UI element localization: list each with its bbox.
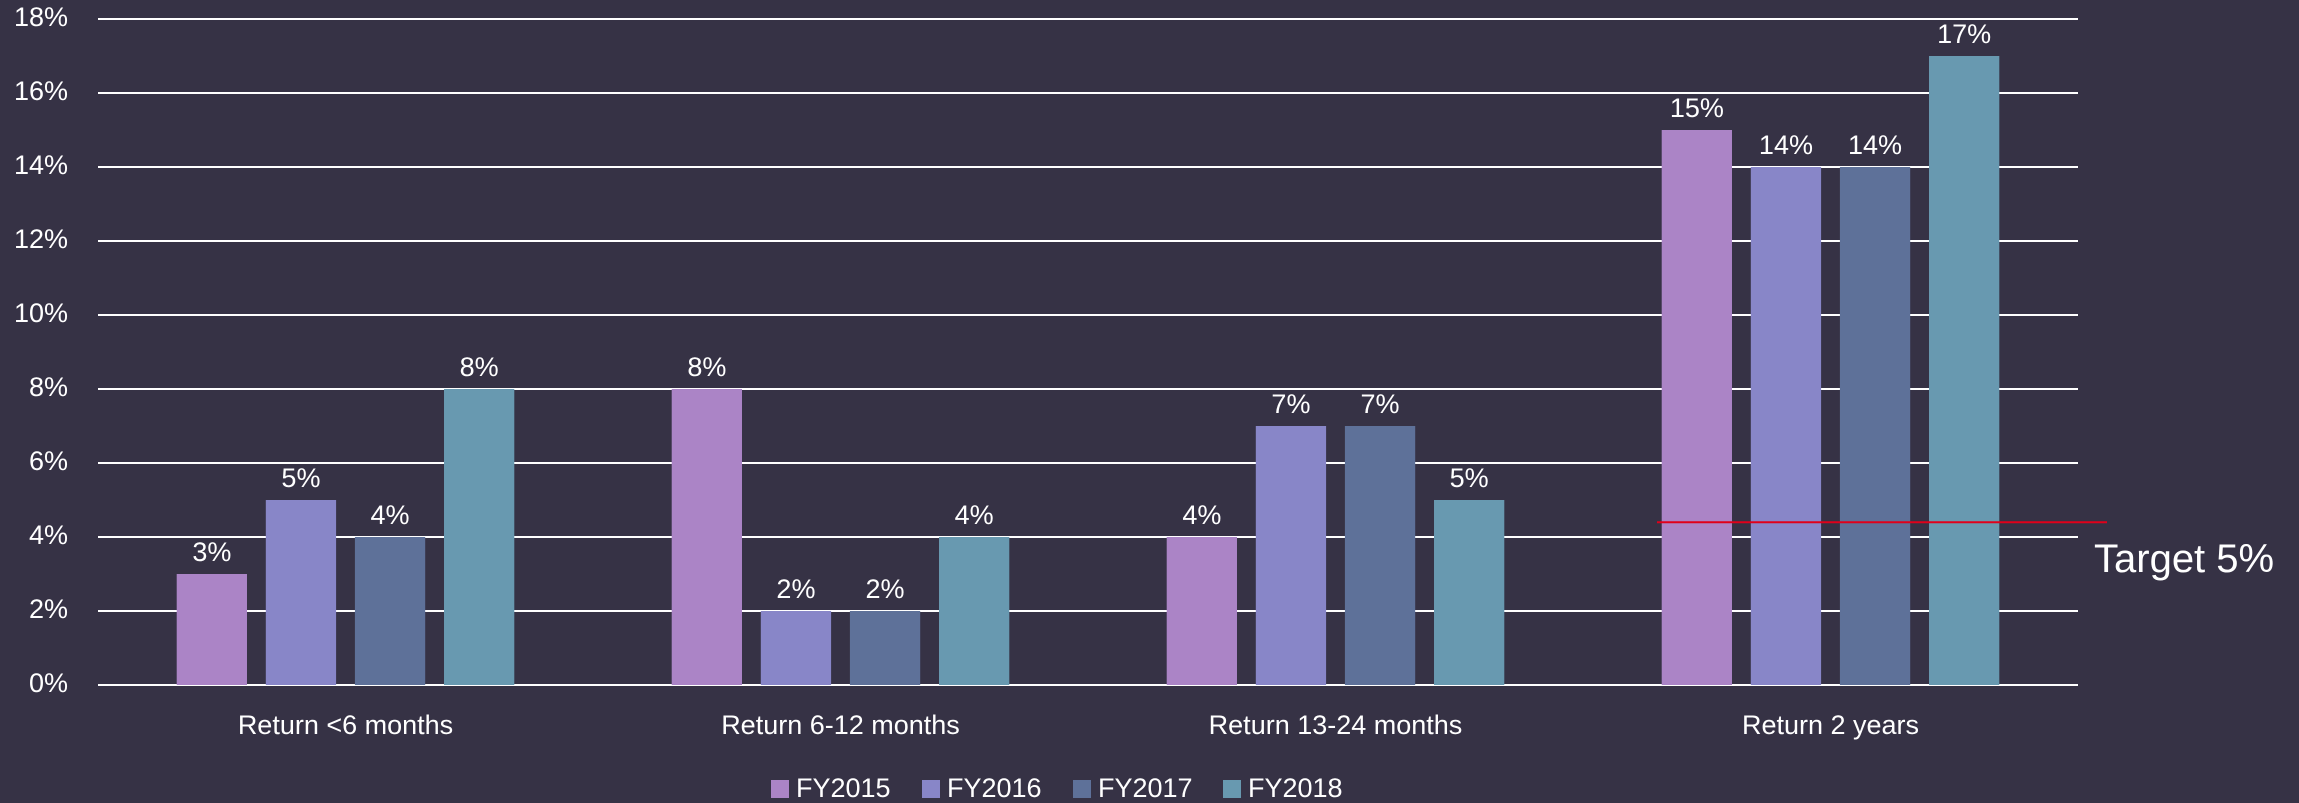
data-label: 3% [192, 537, 231, 567]
y-tick-label: 8% [29, 372, 68, 402]
data-label: 4% [371, 500, 410, 530]
y-tick-label: 4% [29, 520, 68, 550]
legend-label: FY2016 [947, 773, 1042, 803]
x-tick-label: Return 2 years [1742, 710, 1919, 740]
y-tick-label: 0% [29, 668, 68, 698]
bar [1255, 426, 1327, 685]
legend-label: FY2015 [796, 773, 891, 803]
data-label: 14% [1759, 130, 1813, 160]
x-tick-label: Return 6-12 months [721, 710, 960, 740]
data-label: 14% [1848, 130, 1902, 160]
bar [354, 537, 426, 685]
bar [1661, 130, 1732, 685]
data-label: 5% [1450, 463, 1489, 493]
data-label: 7% [1271, 389, 1310, 419]
legend-label: FY2018 [1248, 773, 1343, 803]
y-tick-label: 16% [14, 76, 68, 106]
bar [265, 500, 337, 685]
bar [1166, 537, 1237, 685]
data-label: 7% [1361, 389, 1400, 419]
bar [176, 574, 247, 685]
data-label: 8% [687, 352, 726, 382]
bar [849, 611, 921, 685]
bar [939, 537, 1010, 685]
bar [671, 389, 742, 685]
bar [444, 389, 515, 685]
y-tick-label: 2% [29, 594, 68, 624]
bar [1929, 56, 2000, 685]
bar [1344, 426, 1416, 685]
y-tick-label: 14% [14, 150, 68, 180]
x-tick-label: Return <6 months [238, 710, 453, 740]
bar [1839, 167, 1911, 685]
data-label: 2% [776, 574, 815, 604]
bar [760, 611, 832, 685]
y-tick-label: 18% [14, 2, 68, 32]
target-label: Target 5% [2094, 537, 2274, 581]
y-tick-label: 12% [14, 224, 68, 254]
legend-label: FY2017 [1098, 773, 1193, 803]
data-label: 4% [955, 500, 994, 530]
legend-swatch [1223, 780, 1241, 798]
x-tick-label: Return 13-24 months [1209, 710, 1463, 740]
data-label: 4% [1182, 500, 1221, 530]
data-label: 5% [281, 463, 320, 493]
bar [1750, 167, 1822, 685]
y-tick-label: 10% [14, 298, 68, 328]
data-label: 15% [1670, 93, 1724, 123]
data-label: 17% [1937, 19, 1991, 49]
legend-swatch [922, 780, 940, 798]
bar [1434, 500, 1505, 685]
legend-swatch [1073, 780, 1091, 798]
y-tick-label: 6% [29, 446, 68, 476]
data-label: 8% [460, 352, 499, 382]
data-label: 2% [866, 574, 905, 604]
legend-swatch [771, 780, 789, 798]
